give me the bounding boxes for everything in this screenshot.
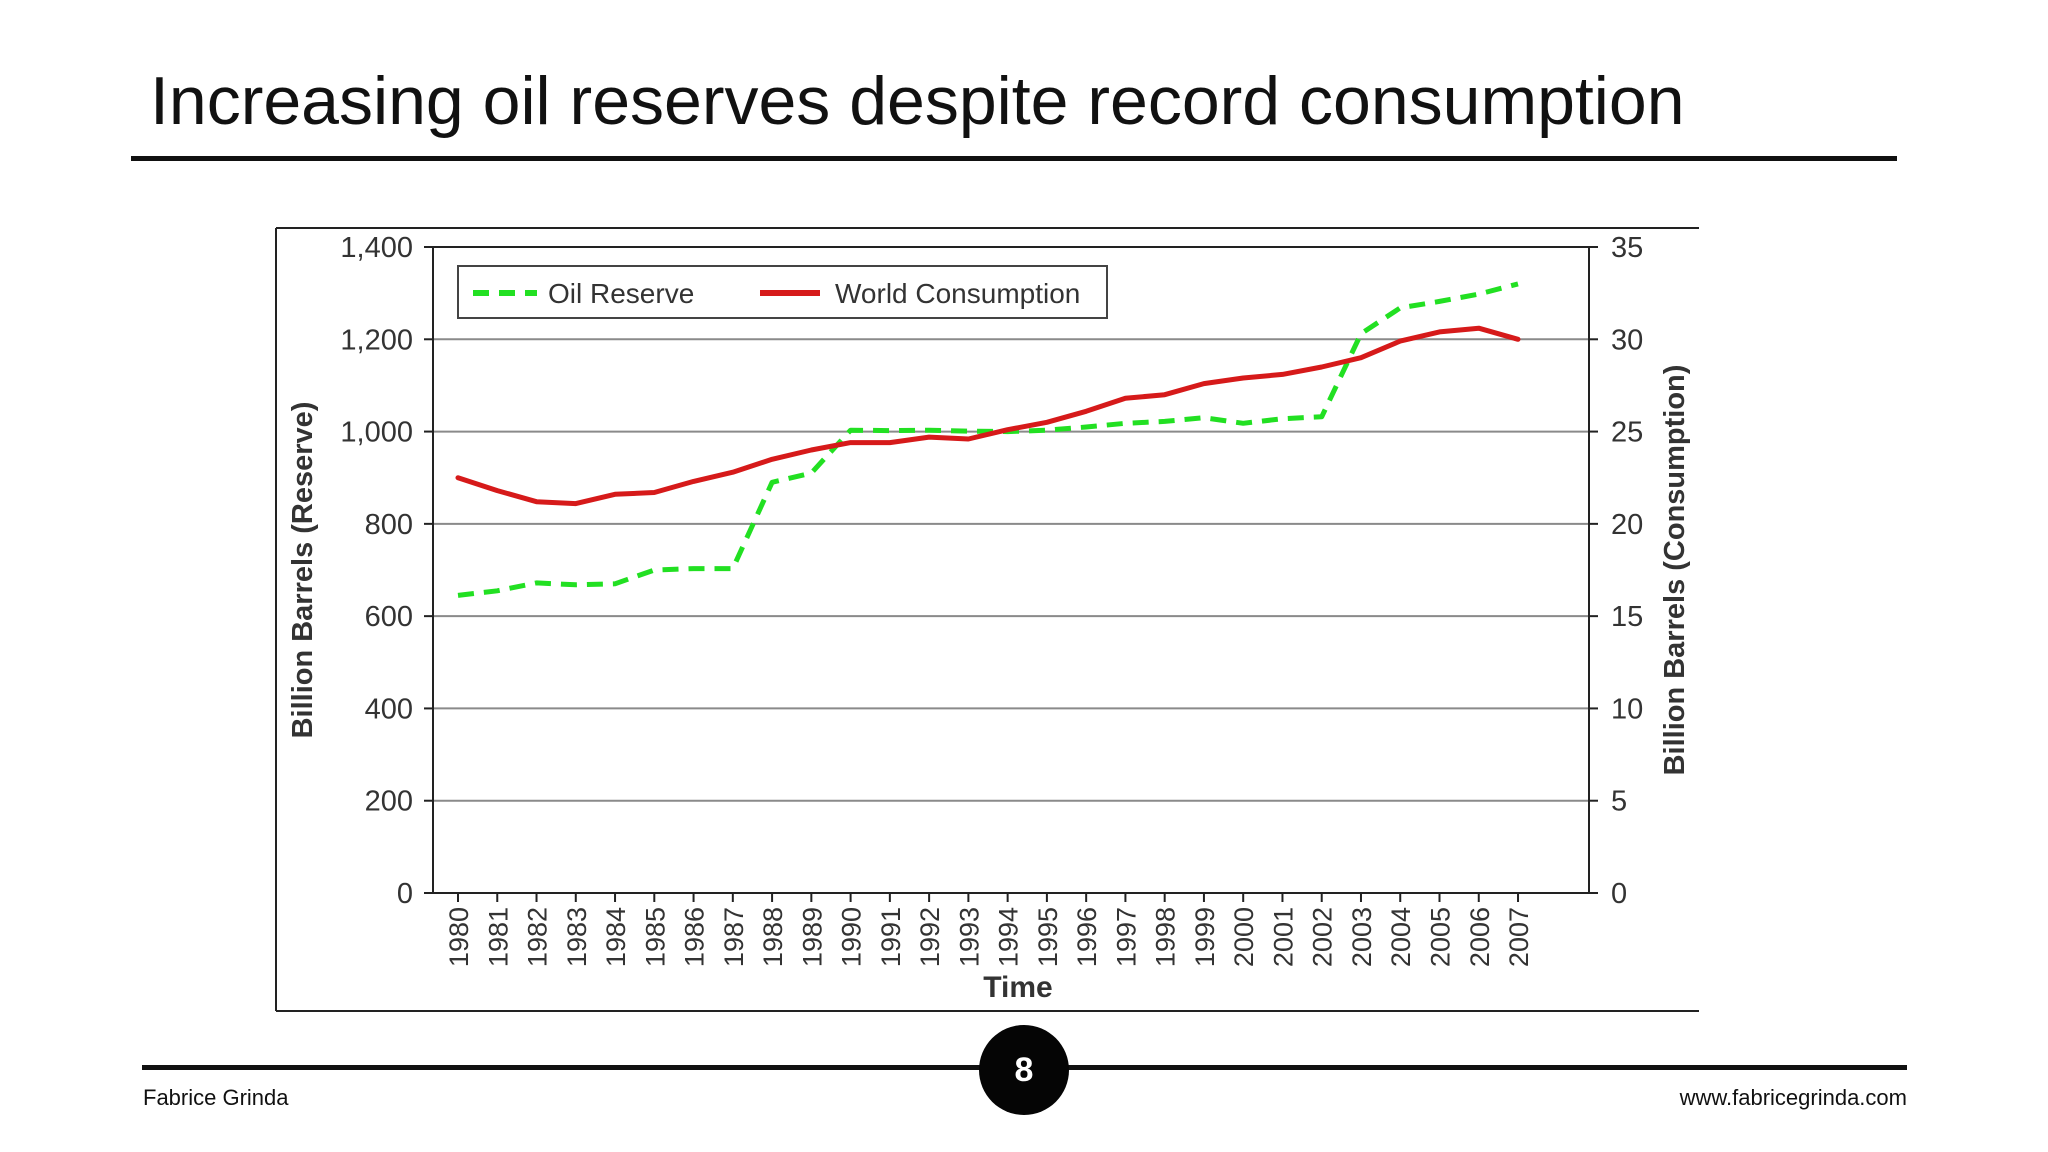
x-tick-label: 1990 bbox=[837, 907, 867, 967]
gridlines bbox=[433, 338, 1589, 802]
x-tick-label: 2006 bbox=[1465, 907, 1495, 967]
x-tick-label: 2003 bbox=[1347, 907, 1377, 967]
x-tick-label: 2002 bbox=[1308, 907, 1338, 967]
left-y-axis: 0 200 400 600 800 1,000 1,200 1,400 bbox=[340, 232, 433, 910]
y-tick-label-right: 15 bbox=[1611, 601, 1643, 633]
line-chart: 0 200 400 600 800 1,000 1,200 1,400 0 5 10 15 20 25 3… bbox=[275, 227, 1699, 1012]
x-tick-label: 2000 bbox=[1229, 907, 1259, 967]
x-tick-label: 1986 bbox=[680, 907, 710, 967]
plot-area-border bbox=[432, 246, 1590, 894]
x-tick-label: 1998 bbox=[1151, 907, 1181, 967]
y-tick-label-right: 25 bbox=[1611, 417, 1643, 449]
y-tick-label-left: 200 bbox=[365, 786, 413, 818]
y-tick-label-right: 0 bbox=[1611, 878, 1627, 910]
x-tick-label: 1984 bbox=[601, 907, 631, 967]
x-tick-label: 1995 bbox=[1033, 907, 1063, 967]
y-tick-label-left: 1,400 bbox=[340, 232, 413, 264]
x-tick-label: 1987 bbox=[719, 907, 749, 967]
y-axis-right-title: Billion Barrels (Consumption) bbox=[1659, 365, 1691, 776]
y-tick-label-right: 5 bbox=[1611, 786, 1627, 818]
x-tick-label: 1988 bbox=[758, 907, 788, 967]
x-axis-title: Time bbox=[983, 971, 1052, 1004]
legend-oil-reserve-label: Oil Reserve bbox=[548, 278, 694, 309]
footer-author: Fabrice Grinda bbox=[143, 1085, 289, 1110]
oil-reserve-line bbox=[457, 281, 1519, 598]
y-tick-label-left: 0 bbox=[397, 878, 413, 910]
chart-container: 0 200 400 600 800 1,000 1,200 1,400 0 5 10 15 20 25 3… bbox=[275, 227, 1700, 1012]
x-tick-label: 1993 bbox=[954, 907, 984, 967]
x-tick-label: 1999 bbox=[1190, 907, 1220, 967]
x-tick-label: 1980 bbox=[444, 907, 474, 967]
series-lines bbox=[455, 281, 1521, 598]
x-tick-label: 1989 bbox=[797, 907, 827, 967]
x-tick-label: 1997 bbox=[1111, 907, 1141, 967]
x-tick-label: 1994 bbox=[994, 907, 1024, 967]
y-tick-label-left: 800 bbox=[365, 509, 413, 541]
x-tick-label: 1983 bbox=[562, 907, 592, 967]
legend-world-consumption-label: World Consumption bbox=[835, 278, 1080, 309]
y-tick-label-right: 35 bbox=[1611, 232, 1643, 264]
world-consumption-line bbox=[455, 325, 1521, 507]
legend: Oil Reserve World Consumption bbox=[457, 265, 1108, 319]
y-tick-label-left: 600 bbox=[365, 601, 413, 633]
y-tick-label-right: 10 bbox=[1611, 693, 1643, 725]
page-number-badge: 8 bbox=[979, 1025, 1069, 1115]
x-tick-label: 1981 bbox=[483, 907, 513, 967]
y-axis-left-title: Billion Barrels (Reserve) bbox=[287, 402, 319, 739]
footer-website: www.fabricegrinda.com bbox=[1679, 1085, 1907, 1110]
slide-title: Increasing oil reserves despite record c… bbox=[150, 63, 1685, 139]
x-tick-label: 1991 bbox=[876, 907, 906, 967]
x-tick-label: 2007 bbox=[1504, 907, 1534, 967]
x-tick-label: 1992 bbox=[915, 907, 945, 967]
x-tick-label: 2005 bbox=[1426, 907, 1456, 967]
y-tick-label-left: 1,200 bbox=[340, 324, 413, 356]
y-tick-label-right: 30 bbox=[1611, 324, 1643, 356]
y-tick-label-left: 400 bbox=[365, 693, 413, 725]
y-tick-label-left: 1,000 bbox=[340, 417, 413, 449]
x-axis: 1980 1981 1982 1983 1984 1985 1986 1987 1988 1989… bbox=[444, 893, 1534, 967]
right-y-axis: 0 5 10 15 20 25 30 35 bbox=[1589, 232, 1643, 910]
x-tick-label: 1985 bbox=[640, 907, 670, 967]
x-tick-label: 1982 bbox=[523, 907, 553, 967]
x-tick-label: 1996 bbox=[1072, 907, 1102, 967]
title-divider bbox=[131, 156, 1897, 161]
x-tick-label: 2004 bbox=[1386, 907, 1416, 967]
y-tick-label-right: 20 bbox=[1611, 509, 1643, 541]
x-tick-label: 2001 bbox=[1268, 907, 1298, 967]
